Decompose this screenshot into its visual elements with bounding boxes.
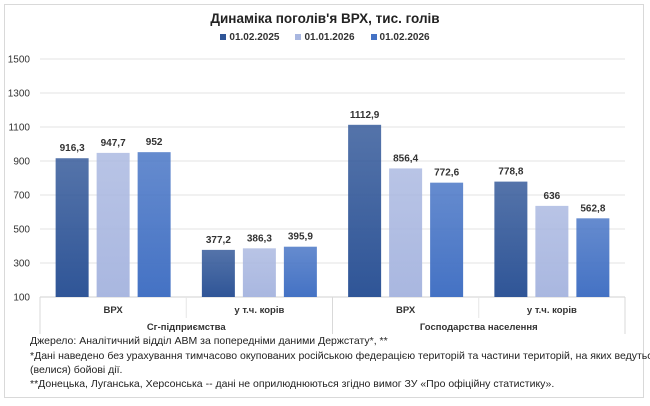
bar — [576, 218, 610, 297]
legend-swatch — [220, 34, 227, 41]
x-category-label: ВРХ — [104, 305, 124, 316]
bar — [283, 246, 317, 297]
bar — [348, 124, 382, 297]
x-category-label: ВРХ — [396, 305, 416, 316]
legend-item: 01.02.2026 — [370, 32, 430, 43]
legend: 01.02.2025 01.01.2026 01.02.2026 — [0, 32, 650, 43]
legend-item: 01.01.2026 — [295, 32, 355, 43]
chart-title: Динаміка поголів'я ВРХ, тис. голів — [210, 11, 440, 26]
legend-swatch — [295, 34, 302, 41]
bar — [96, 152, 130, 297]
bar — [137, 152, 171, 297]
bar — [535, 205, 569, 297]
x-group-label: Господарства населення — [420, 322, 538, 333]
y-tick-label: 700 — [13, 191, 30, 202]
y-tick-label: 900 — [13, 157, 30, 168]
data-label: 947,7 — [101, 138, 126, 149]
y-tick-label: 1100 — [8, 123, 30, 134]
y-tick-label: 100 — [13, 293, 30, 304]
bar — [494, 181, 528, 297]
data-label: 395,9 — [288, 232, 313, 243]
legend-label: 01.02.2026 — [379, 32, 430, 43]
data-label: 386,3 — [247, 233, 272, 244]
bar — [389, 168, 423, 297]
data-label: 562,8 — [580, 203, 605, 214]
data-label: 636 — [544, 191, 561, 202]
legend-label: 01.01.2026 — [304, 32, 355, 43]
data-label: 778,8 — [498, 167, 523, 178]
bar — [430, 182, 464, 297]
footnote-1: *Дані наведено без урахування тимчасово … — [30, 350, 650, 362]
data-label: 916,3 — [60, 143, 85, 154]
legend-item: 01.02.2025 — [220, 32, 279, 43]
bar — [242, 248, 276, 297]
data-label: 856,4 — [393, 153, 418, 164]
footnote-1-cont: (велися) бойові дії. — [30, 364, 123, 376]
data-label: 772,6 — [434, 168, 459, 179]
bar — [55, 158, 89, 297]
data-label: 377,2 — [206, 235, 231, 246]
data-label: 952 — [146, 137, 163, 148]
footnote-2: **Донецька, Луганська, Херсонська -- дан… — [30, 378, 555, 390]
legend-swatch — [370, 34, 377, 41]
y-tick-label: 300 — [13, 259, 30, 270]
y-tick-label: 500 — [13, 225, 30, 236]
x-group-label: Сг-підприємства — [147, 322, 227, 333]
bar — [201, 249, 235, 297]
data-label: 1112,9 — [350, 110, 380, 121]
x-category-label: у т.ч. корів — [234, 305, 284, 316]
chart-frame — [4, 4, 644, 398]
footnote-source: Джерело: Аналітичний відділ АВМ за попер… — [30, 335, 388, 347]
y-tick-label: 1500 — [8, 55, 31, 66]
x-category-label: у т.ч. корів — [527, 305, 577, 316]
legend-label: 01.02.2025 — [229, 32, 280, 43]
y-tick-label: 1300 — [8, 89, 31, 100]
